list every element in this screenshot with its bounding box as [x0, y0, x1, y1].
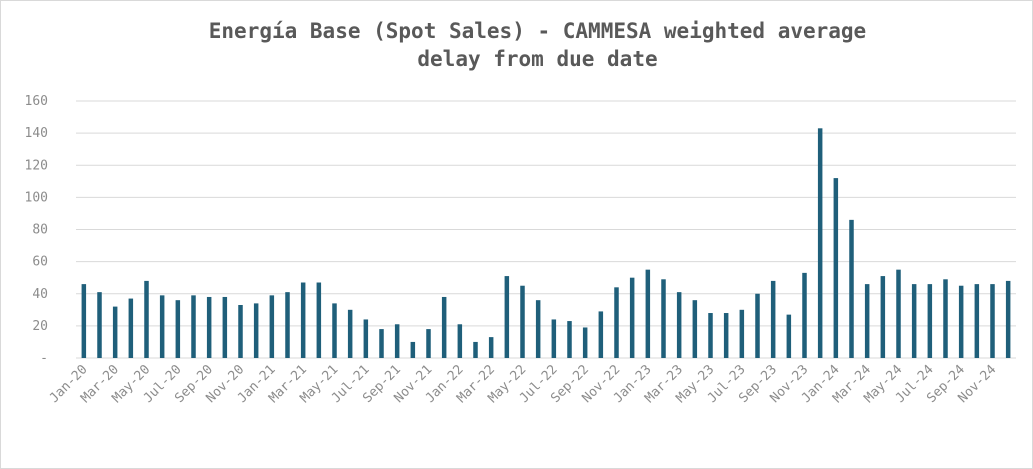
bar [1005, 280, 1011, 358]
bar [520, 285, 525, 358]
bar [112, 306, 118, 358]
bar [269, 295, 275, 358]
bar [645, 269, 651, 358]
y-tick-label: 140 [25, 126, 48, 141]
bar [958, 285, 964, 358]
bar [770, 280, 776, 358]
bar [833, 178, 839, 358]
bar [457, 324, 463, 358]
bar [426, 329, 431, 358]
bar [144, 280, 149, 358]
bar [598, 311, 604, 358]
bar [849, 219, 854, 358]
y-tick-label: 100 [25, 190, 48, 205]
bar [206, 296, 212, 358]
y-tick-label: 20 [32, 319, 48, 334]
bar [441, 296, 447, 358]
bar [175, 300, 181, 358]
bar [567, 321, 572, 358]
bar [990, 284, 995, 358]
bar [896, 269, 901, 358]
x-axis-ticks: Jan-20Mar-20May-20Jul-20Sep-20Nov-20Jan-… [47, 362, 1000, 406]
bar [222, 296, 228, 358]
chart-title: Energía Base (Spot Sales) - CAMMESA weig… [1, 17, 1033, 73]
bar [535, 300, 541, 358]
bar [410, 341, 416, 358]
y-tick-label: 120 [25, 158, 48, 173]
bar [488, 337, 494, 358]
bar [582, 327, 588, 358]
bar [97, 292, 102, 358]
bar [81, 284, 87, 358]
bar [128, 298, 134, 358]
bar [817, 128, 823, 358]
bar [708, 313, 713, 358]
chart-title-line2: delay from due date [417, 47, 658, 71]
y-tick-label: 60 [32, 255, 48, 270]
bar [363, 319, 369, 358]
bar [473, 341, 478, 358]
bar [551, 319, 557, 358]
bar [723, 313, 729, 358]
bar [676, 292, 682, 358]
bar [191, 295, 196, 358]
bar [786, 314, 792, 358]
bar [943, 279, 948, 358]
bar [739, 309, 745, 358]
bar [316, 282, 322, 358]
bar [504, 276, 510, 358]
chart-title-line1: Energía Base (Spot Sales) - CAMMESA weig… [208, 19, 867, 43]
bar [629, 277, 635, 358]
y-tick-label: 40 [32, 287, 48, 302]
gridlines [76, 100, 1016, 359]
bar [238, 304, 243, 358]
y-tick-label: 80 [32, 223, 48, 238]
bar [802, 272, 807, 358]
bar [394, 324, 400, 358]
bar [253, 303, 259, 358]
bar [332, 303, 337, 358]
y-tick-label: 160 [25, 94, 48, 109]
bar [379, 329, 384, 358]
y-tick-label: - [40, 351, 48, 366]
bar [159, 295, 165, 358]
bar [347, 309, 353, 358]
bar [614, 287, 619, 358]
bar [755, 293, 760, 358]
bar [974, 284, 980, 358]
bar [927, 284, 933, 358]
bar [911, 284, 917, 358]
bar [285, 292, 290, 358]
bar [880, 276, 886, 358]
y-axis-ticks: - 20 40 60 80 100 120 140 160 [25, 94, 48, 366]
bar [661, 279, 666, 358]
bar [864, 284, 870, 358]
bars [81, 128, 1011, 358]
bar [692, 300, 698, 358]
bar [300, 282, 306, 358]
